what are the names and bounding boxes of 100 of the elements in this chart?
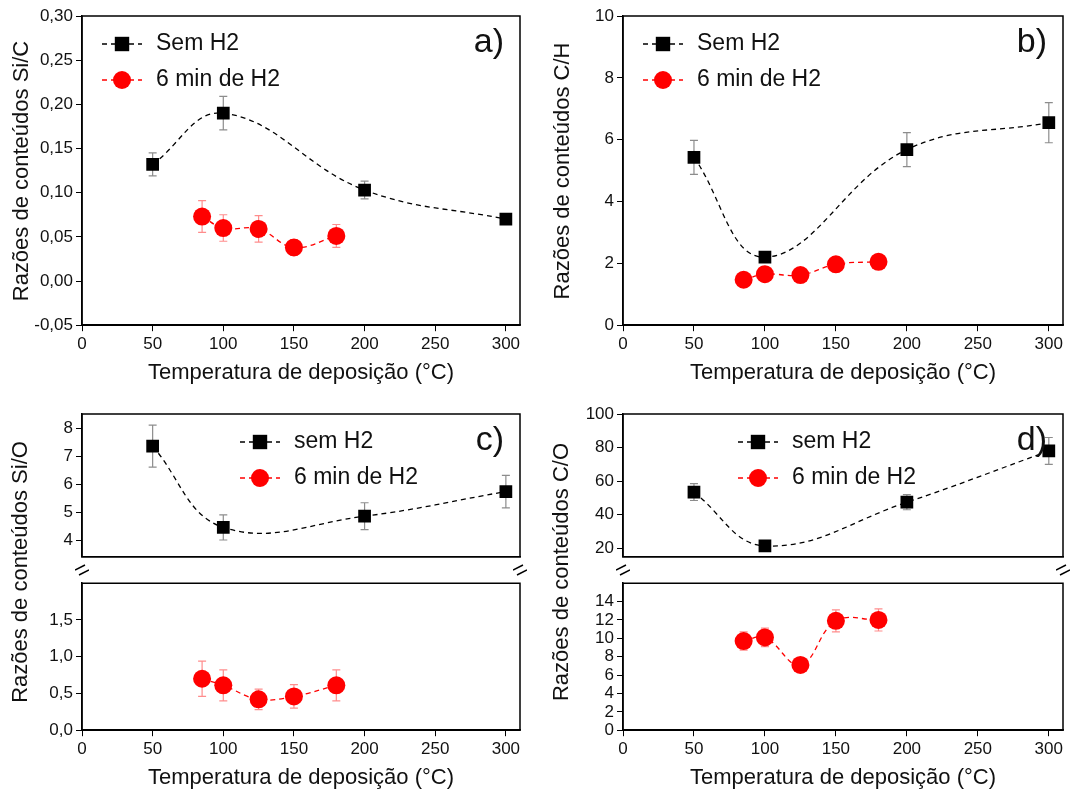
y-tick-label: 1,0 <box>49 646 73 666</box>
y-tick-label: 60 <box>595 470 614 490</box>
y-tick-label: 0 <box>604 314 614 334</box>
annotation: b) <box>1016 21 1047 60</box>
annotation: d) <box>1016 419 1047 458</box>
y-tick-label: 8 <box>604 646 614 666</box>
point <box>900 143 914 156</box>
x-tick-label: 50 <box>143 334 163 354</box>
y-tick-label: 8 <box>63 417 73 437</box>
point <box>249 219 268 238</box>
legend-label: Sem H2 <box>697 29 781 56</box>
y-tick-label: 80 <box>595 437 614 457</box>
point <box>214 219 233 238</box>
x-tick-label: 100 <box>209 334 238 354</box>
point <box>791 655 810 674</box>
y-tick-label: -0,05 <box>34 314 73 334</box>
point <box>193 669 212 688</box>
y-tick-label: 0,25 <box>39 49 73 69</box>
point <box>216 106 230 120</box>
x-tick-label: 200 <box>350 739 379 759</box>
point <box>358 509 371 523</box>
x-tick-label: 250 <box>963 334 993 354</box>
x-tick-label: 150 <box>821 739 851 759</box>
y-tick-label: 4 <box>604 191 614 211</box>
y-tick-label: 5 <box>63 501 73 521</box>
y-tick-label: 6 <box>63 473 73 493</box>
point <box>869 252 888 271</box>
point <box>758 250 772 264</box>
x-tick-label: 100 <box>750 334 780 354</box>
x-tick-label: 200 <box>350 334 379 354</box>
x-tick-label: 250 <box>963 739 993 759</box>
point <box>216 521 230 534</box>
x-tick-label: 200 <box>892 334 922 354</box>
x-tick-label: 150 <box>279 739 309 759</box>
x-axis-title: Temperatura de deposição (°C) <box>148 358 454 384</box>
y-tick-label: 0,5 <box>49 683 73 703</box>
point <box>499 212 513 226</box>
x-tick-label: 0 <box>77 334 87 354</box>
y-tick-label: 7 <box>63 445 73 465</box>
point <box>734 632 753 651</box>
legend-label: sem H2 <box>792 427 872 454</box>
x-tick-label: 300 <box>1034 334 1063 354</box>
x-tick-label: 0 <box>77 739 87 759</box>
x-tick-label: 300 <box>491 739 521 759</box>
x-tick-label: 150 <box>279 334 309 354</box>
legend-label: 6 min de H2 <box>697 65 822 92</box>
y-tick-label: 20 <box>595 538 614 558</box>
y-axis-title: Razões de conteúdos Si/C <box>7 39 33 303</box>
y-tick-label: 10 <box>595 5 614 25</box>
y-tick-label: 14 <box>595 591 614 611</box>
legend-label: 6 min de H2 <box>156 65 281 92</box>
legend-label: sem H2 <box>294 427 374 454</box>
x-axis-title: Temperatura de deposição (°C) <box>690 358 996 384</box>
x-tick-label: 150 <box>821 334 851 354</box>
y-tick-label: 40 <box>595 504 614 524</box>
x-axis-title: Temperatura de deposição (°C) <box>690 763 996 789</box>
y-axis-title: Razões de conteúdos Si/O <box>7 440 33 705</box>
y-tick-label: 100 <box>585 403 614 423</box>
annotation: a) <box>473 21 504 60</box>
y-tick-label: 2 <box>604 253 614 273</box>
y-tick-label: 0 <box>604 719 614 739</box>
point <box>755 628 774 647</box>
point <box>791 266 810 285</box>
x-tick-label: 50 <box>684 739 704 759</box>
x-tick-label: 0 <box>618 739 628 759</box>
legend-label: Sem H2 <box>156 29 240 56</box>
y-tick-label: 0,15 <box>39 138 73 158</box>
point <box>146 439 160 453</box>
y-tick-label: 6 <box>604 664 614 684</box>
x-tick-label: 50 <box>143 739 163 759</box>
x-tick-label: 50 <box>684 334 704 354</box>
point <box>146 158 160 171</box>
annotation: c) <box>475 419 504 458</box>
point <box>249 690 268 709</box>
y-tick-label: 0,00 <box>39 270 73 290</box>
x-tick-label: 100 <box>209 739 238 759</box>
point <box>284 687 303 706</box>
point <box>869 610 888 629</box>
x-tick-label: 300 <box>491 334 521 354</box>
y-tick-label: 10 <box>595 628 614 648</box>
y-tick-label: 0,20 <box>39 94 73 114</box>
x-axis-title: Temperatura de deposição (°C) <box>148 763 454 789</box>
x-tick-label: 300 <box>1034 739 1063 759</box>
point <box>826 611 845 630</box>
y-tick-label: 12 <box>595 609 614 629</box>
x-tick-label: 0 <box>618 334 628 354</box>
y-tick-label: 0,10 <box>39 182 73 202</box>
y-tick-label: 6 <box>604 129 614 149</box>
point <box>755 265 774 284</box>
y-axis-title: Razões de conteúdos C/O <box>548 442 574 704</box>
x-tick-label: 200 <box>892 739 922 759</box>
y-tick-label: 1,5 <box>49 609 73 629</box>
point <box>499 485 513 498</box>
y-tick-label: 0,05 <box>39 226 73 246</box>
x-tick-label: 250 <box>421 739 450 759</box>
point <box>1042 116 1056 130</box>
point <box>327 676 346 695</box>
x-tick-label: 100 <box>750 739 780 759</box>
y-axis-title: Razões de conteúdos C/H <box>548 41 574 301</box>
point <box>826 255 845 274</box>
